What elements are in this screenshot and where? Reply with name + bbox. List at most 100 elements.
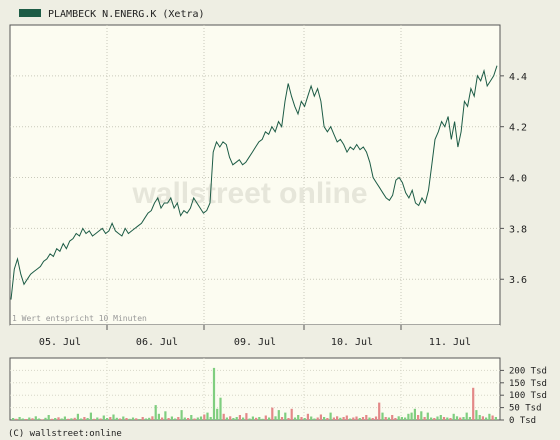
volume-bar (452, 413, 455, 420)
volume-bar (128, 418, 131, 420)
price-y-axis: 3.6 3.8 4.0 4.2 4.4 (500, 72, 527, 286)
volume-bar (329, 412, 332, 420)
volume-bar (258, 417, 261, 420)
volume-bar (170, 416, 173, 420)
volume-bar (400, 417, 403, 420)
price-grid (10, 25, 500, 325)
volume-bar (349, 418, 352, 420)
volume-bar (70, 418, 73, 420)
volume-bar (303, 418, 306, 420)
volume-bar (468, 417, 471, 420)
volume-bar (37, 418, 41, 420)
volume-bar (80, 418, 83, 420)
volume-bar (439, 415, 442, 420)
volume-bar (361, 417, 365, 420)
copyright-text: (C) wallstreet:online (8, 429, 122, 439)
price-y-tick-label: 4.4 (509, 72, 527, 83)
volume-bar (381, 412, 384, 420)
volume-bar (28, 417, 31, 420)
volume-bar (67, 418, 70, 420)
volume-bar (485, 417, 488, 420)
volume-bar (34, 416, 37, 420)
volume-bar (73, 417, 76, 420)
volume-bar (374, 416, 378, 420)
volume-y-tick-label: 100 Tsd (509, 391, 547, 401)
volume-y-tick-label: 150 Tsd (509, 379, 547, 389)
volume-bar (397, 416, 400, 420)
volume-y-axis: 0 Tsd 50 Tsd 100 Tsd 150 Tsd 200 Tsd (500, 366, 547, 426)
volume-bar (475, 410, 478, 420)
volume-bar (86, 418, 89, 420)
date-tick-label: 05. Jul (39, 337, 81, 348)
volume-bar (306, 413, 309, 420)
volume-bar (365, 415, 368, 420)
date-tick-label: 10. Jul (331, 337, 373, 348)
legend-label: PLAMBECK N.ENERG.K (Xetra) (48, 9, 205, 20)
volume-bar (455, 416, 459, 420)
volume-bar (180, 410, 183, 420)
volume-bar (459, 417, 462, 420)
volume-y-tick-label: 50 Tsd (509, 404, 542, 414)
resolution-note: 1 Wert entspricht 10 Minuten (12, 314, 147, 323)
volume-bar (345, 415, 348, 420)
volume-bar (96, 417, 99, 420)
volume-bar (83, 417, 86, 420)
volume-bar (277, 410, 280, 420)
volume-bar (442, 417, 446, 420)
volume-bar (167, 418, 170, 420)
volume-bar (245, 413, 248, 420)
volume-plot-area (9, 357, 501, 421)
volume-grid (10, 358, 500, 420)
price-y-tick-label: 4.2 (509, 123, 527, 134)
volume-bar (183, 417, 186, 420)
volume-bar (25, 419, 28, 420)
volume-bar (478, 415, 481, 420)
volume-bar (410, 412, 413, 420)
volume-bar (131, 417, 135, 420)
volume-bar (174, 418, 177, 420)
volume-bar (235, 417, 238, 420)
volume-bar (222, 413, 225, 420)
volume-bar (206, 412, 209, 420)
volume-bar (268, 417, 271, 420)
volume-bar (135, 418, 138, 420)
volume-bar (209, 417, 212, 420)
date-axis: 05. Jul 06. Jul 09. Jul 10. Jul 11. Jul (39, 325, 471, 348)
volume-bar (122, 416, 125, 420)
volume-bar (491, 415, 494, 420)
volume-bar (93, 418, 96, 420)
volume-bar (342, 417, 345, 420)
volume-bar (494, 417, 497, 420)
volume-bar (47, 415, 50, 420)
volume-bar (417, 415, 420, 420)
volume-bar (378, 402, 381, 420)
volume-bar (332, 417, 335, 420)
volume-bar (319, 414, 322, 420)
legend-swatch (19, 9, 41, 17)
volume-bar (225, 417, 228, 420)
volume-bar (387, 417, 390, 420)
volume-bar (404, 417, 407, 420)
volume-bar (89, 412, 92, 420)
volume-bar (115, 417, 118, 420)
volume-bar (18, 417, 21, 420)
volume-bar (413, 408, 416, 420)
volume-bar (280, 417, 284, 420)
volume-bar (125, 418, 128, 420)
volume-bar (358, 418, 361, 420)
volume-bar (251, 416, 254, 420)
volume-bar (15, 418, 18, 420)
volume-bar (355, 416, 358, 420)
volume-bar (465, 412, 468, 420)
volume-bar (63, 416, 66, 420)
date-tick-label: 06. Jul (136, 337, 178, 348)
volume-bar (31, 418, 34, 420)
volume-bar (12, 418, 15, 420)
volume-bar (232, 418, 235, 420)
volume-bar (193, 418, 196, 420)
volume-bar (109, 417, 112, 420)
volume-bar (161, 417, 164, 420)
price-series (10, 65, 498, 300)
volume-bar (99, 418, 102, 420)
